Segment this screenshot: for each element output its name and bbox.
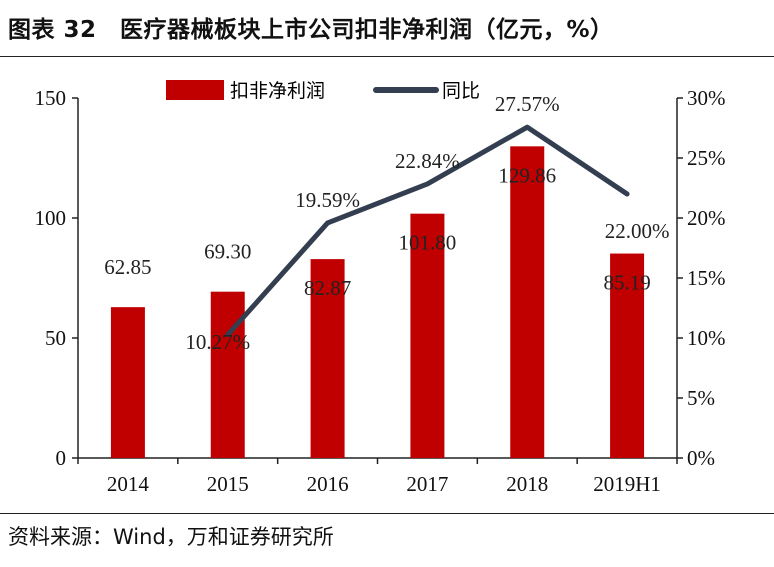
x-tick-label: 2015 bbox=[207, 472, 249, 496]
axes: 0 50 100 150 0% 5% 10% 15% 20% 25% 30% 2014 2015 2016… bbox=[35, 86, 726, 496]
y-left-tick-label: 100 bbox=[35, 206, 67, 230]
bar bbox=[610, 253, 645, 458]
bar-value-label: 101.80 bbox=[399, 231, 457, 255]
y-right-tick-label: 0% bbox=[687, 446, 715, 470]
bar bbox=[410, 213, 445, 458]
bar bbox=[210, 291, 245, 458]
y-right-tick-label: 30% bbox=[687, 86, 726, 110]
yoy-value-label: 19.59% bbox=[295, 188, 360, 212]
x-tick-label: 2016 bbox=[307, 472, 349, 496]
legend: 扣非净利润 同比 bbox=[166, 80, 480, 102]
bar-value-label: 62.85 bbox=[104, 255, 151, 279]
x-tick-label: 2019H1 bbox=[593, 472, 661, 496]
x-tick-label: 2017 bbox=[406, 472, 448, 496]
y-right-tick-label: 25% bbox=[687, 146, 726, 170]
source-note: 资料来源：Wind，万和证券研究所 bbox=[8, 525, 334, 549]
y-right-tick-label: 15% bbox=[687, 266, 726, 290]
legend-line-label: 同比 bbox=[442, 80, 480, 102]
y-right-tick-label: 20% bbox=[687, 206, 726, 230]
yoy-line bbox=[225, 124, 630, 338]
yoy-value-label: 22.00% bbox=[605, 219, 670, 243]
bars bbox=[110, 146, 645, 458]
yoy-value-label: 27.57% bbox=[495, 92, 560, 116]
y-left-tick-label: 150 bbox=[35, 86, 67, 110]
line-series bbox=[225, 124, 630, 338]
bar-value-label: 85.19 bbox=[603, 271, 650, 295]
y-left-tick-label: 0 bbox=[56, 446, 67, 470]
bar bbox=[110, 307, 145, 458]
bar bbox=[310, 259, 345, 458]
title-rule bbox=[0, 56, 774, 57]
y-left-tick-label: 50 bbox=[45, 326, 66, 350]
x-tick-label: 2014 bbox=[107, 472, 150, 496]
bar-value-label: 82.87 bbox=[304, 276, 351, 300]
chart-title: 图表 32 医疗器械板块上市公司扣非净利润（亿元，%） bbox=[8, 17, 614, 43]
x-tick-label: 2018 bbox=[506, 472, 548, 496]
legend-bar-swatch bbox=[166, 80, 224, 100]
yoy-value-label: 10.27% bbox=[185, 330, 250, 354]
bar-value-label: 129.86 bbox=[498, 163, 556, 187]
bar bbox=[510, 146, 545, 458]
legend-bar-label: 扣非净利润 bbox=[230, 80, 325, 102]
bar-value-label: 69.30 bbox=[204, 240, 251, 264]
y-right-tick-label: 5% bbox=[687, 386, 715, 410]
data-labels: 62.85 69.30 82.87 101.80 129.86 85.19 10.27% 19… bbox=[104, 92, 669, 354]
y-right-tick-label: 10% bbox=[687, 326, 726, 350]
yoy-value-label: 22.84% bbox=[395, 149, 460, 173]
source-rule bbox=[0, 513, 774, 514]
